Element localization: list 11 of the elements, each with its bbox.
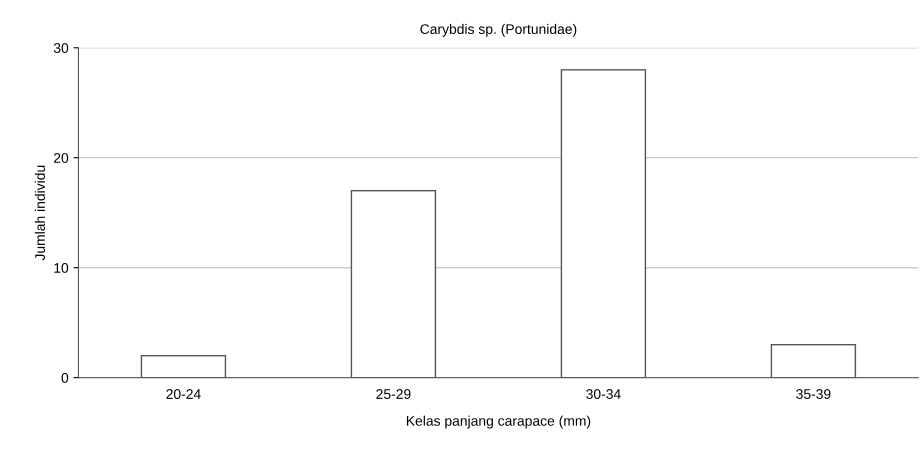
x-axis-title: Kelas panjang carapace (mm): [406, 416, 590, 429]
y-tick-label: 0: [62, 372, 68, 383]
x-tick-label: 35-39: [796, 389, 830, 399]
y-axis-title: Jumlah individu: [34, 166, 45, 260]
x-tick-label: 30-34: [586, 389, 621, 399]
x-tick-label: 20-24: [166, 389, 201, 399]
x-tick-label: 25-29: [376, 389, 411, 399]
y-tick-label: 20: [54, 153, 68, 163]
chart-title: Carybdis sp. (Portunidae): [420, 24, 576, 37]
y-tick-label: 10: [54, 263, 68, 273]
y-tick-label: 30: [54, 43, 68, 53]
